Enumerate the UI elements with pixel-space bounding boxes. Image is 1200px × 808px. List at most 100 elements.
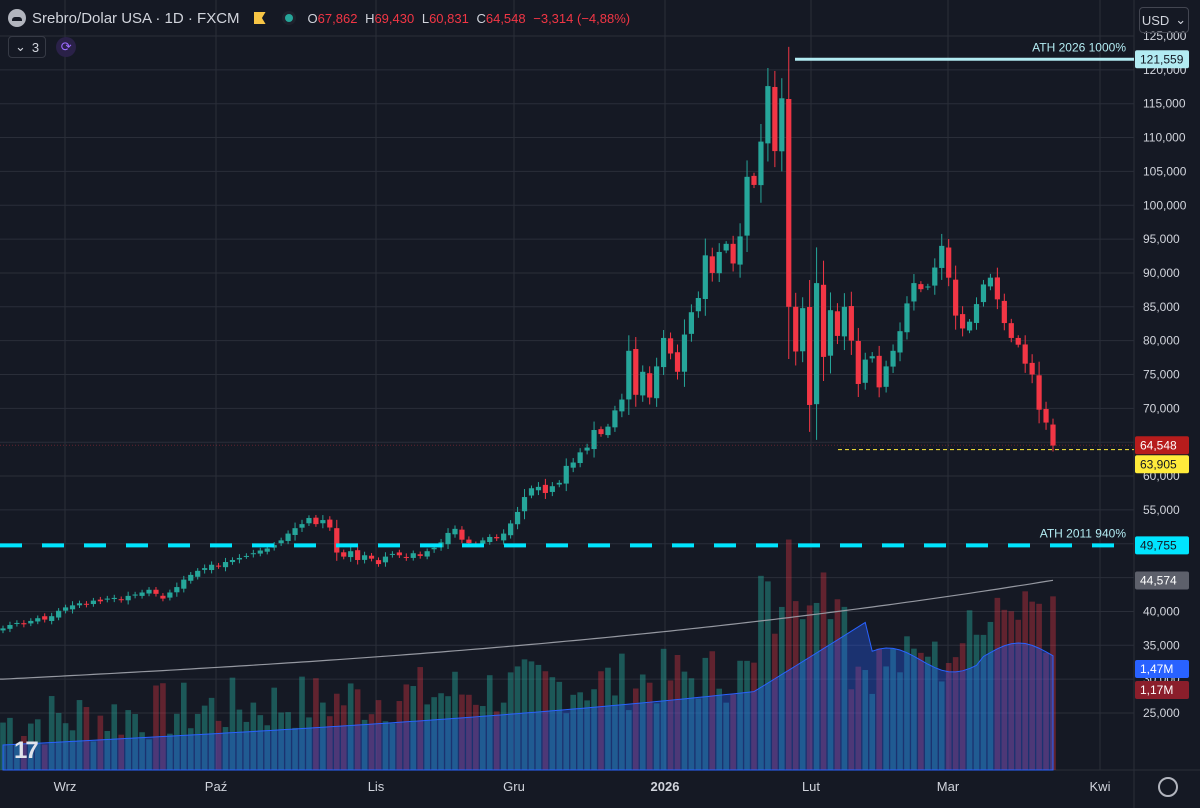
currency-select[interactable]: USD ⌄ [1139, 7, 1189, 33]
candle [278, 540, 284, 544]
sync-icon[interactable]: ⟳ [56, 37, 77, 57]
candle [361, 555, 368, 560]
candle [459, 529, 465, 540]
x-tick-label: Lut [802, 779, 820, 794]
candle [222, 562, 229, 568]
ma-value-badge-text: 44,574 [1140, 573, 1177, 587]
volume-bar [1001, 609, 1008, 770]
flag-icon[interactable] [253, 12, 266, 24]
volume-bar [14, 744, 20, 770]
volume-bar [514, 666, 521, 770]
volume-bar [799, 619, 806, 770]
market-status-icon[interactable] [281, 11, 296, 25]
volume-bar [765, 581, 771, 770]
volume-bar [702, 657, 709, 770]
volume-bar [813, 602, 820, 770]
volume-bar [333, 693, 340, 770]
chart-header: Srebro/Dolar USA · 1D · FXCM O67,862 H69… [8, 7, 634, 29]
candle [841, 306, 847, 337]
volume-bar [403, 684, 410, 770]
candle [209, 564, 215, 571]
candle [549, 486, 555, 492]
volume-bar [76, 700, 83, 770]
volume-bar [90, 741, 97, 770]
volume-bar [83, 707, 90, 770]
candle [410, 553, 416, 558]
volume-bar [194, 713, 201, 770]
volume-badge [1135, 681, 1189, 699]
candle [577, 452, 583, 464]
candle [348, 551, 354, 558]
volume-bar [132, 714, 138, 770]
candle [355, 550, 361, 560]
candle [83, 603, 90, 605]
candle [869, 356, 875, 359]
volume-bar [1029, 601, 1035, 770]
symbol-title[interactable]: Srebro/Dolar USA · 1D · FXCM [32, 9, 240, 27]
candle [994, 277, 1000, 300]
volume-bar [201, 705, 208, 770]
volume-bar [904, 636, 910, 770]
volume-bar [292, 727, 298, 770]
candle [626, 350, 632, 400]
candle [751, 175, 757, 185]
volume-bar [779, 606, 785, 770]
volume-bar [41, 744, 48, 770]
candle [535, 486, 542, 491]
settings-icon[interactable] [1158, 777, 1178, 797]
volume-bar [660, 648, 667, 770]
candle [508, 523, 514, 536]
candle [584, 447, 590, 451]
candle [35, 618, 41, 622]
volume-bar [431, 697, 437, 770]
volume-bar [493, 711, 500, 770]
volume-bar [785, 539, 792, 770]
volume-bar [486, 675, 493, 770]
volume-bar [605, 667, 611, 770]
candle [215, 565, 222, 567]
candle [987, 277, 994, 287]
indicators-toggle-button[interactable]: ⌄ 3 [8, 36, 47, 58]
candle [772, 86, 778, 152]
candle [528, 488, 535, 496]
candle [1008, 323, 1014, 338]
volume-bar [521, 659, 528, 770]
candle [1015, 337, 1021, 345]
volume-bar [806, 605, 813, 770]
volume-bar [299, 676, 305, 770]
y-tick-label: 90,000 [1143, 266, 1180, 280]
last-price-badge [1135, 436, 1189, 455]
y-tick-label: 35,000 [1143, 638, 1180, 652]
volume-bar [313, 678, 319, 770]
volume-bar [653, 703, 660, 770]
candle [501, 533, 507, 541]
candle [1036, 375, 1042, 410]
y-tick-label: 25,000 [1143, 706, 1180, 720]
volume-bar [918, 652, 924, 770]
candle [556, 482, 562, 485]
ath-2026-badge-text: 121,559 [1140, 52, 1184, 66]
volume-bar [959, 643, 966, 770]
volume-bar [7, 717, 13, 770]
volume-bar [598, 671, 604, 770]
volume-bar [945, 662, 952, 770]
candle [862, 359, 868, 383]
candle [911, 283, 917, 302]
volume-bar [528, 661, 535, 770]
candle [431, 547, 437, 550]
volume-bar [438, 693, 444, 770]
volume-ma-area [2, 621, 1054, 771]
candle [897, 331, 903, 353]
candle [76, 603, 83, 606]
volume-bar [139, 732, 145, 770]
volume-bar [243, 721, 250, 770]
volume-bar [480, 706, 486, 770]
volume-bar [180, 682, 187, 770]
candle [118, 599, 124, 601]
volume-bar [911, 648, 917, 770]
volume-bar [758, 575, 764, 770]
x-tick-label: Paź [205, 779, 227, 794]
volume-bar [535, 664, 542, 770]
candle [980, 284, 987, 303]
